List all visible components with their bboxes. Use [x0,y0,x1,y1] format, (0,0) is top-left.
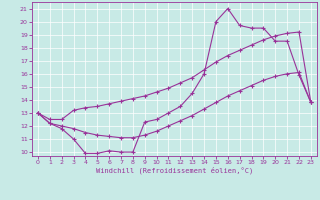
X-axis label: Windchill (Refroidissement éolien,°C): Windchill (Refroidissement éolien,°C) [96,167,253,174]
